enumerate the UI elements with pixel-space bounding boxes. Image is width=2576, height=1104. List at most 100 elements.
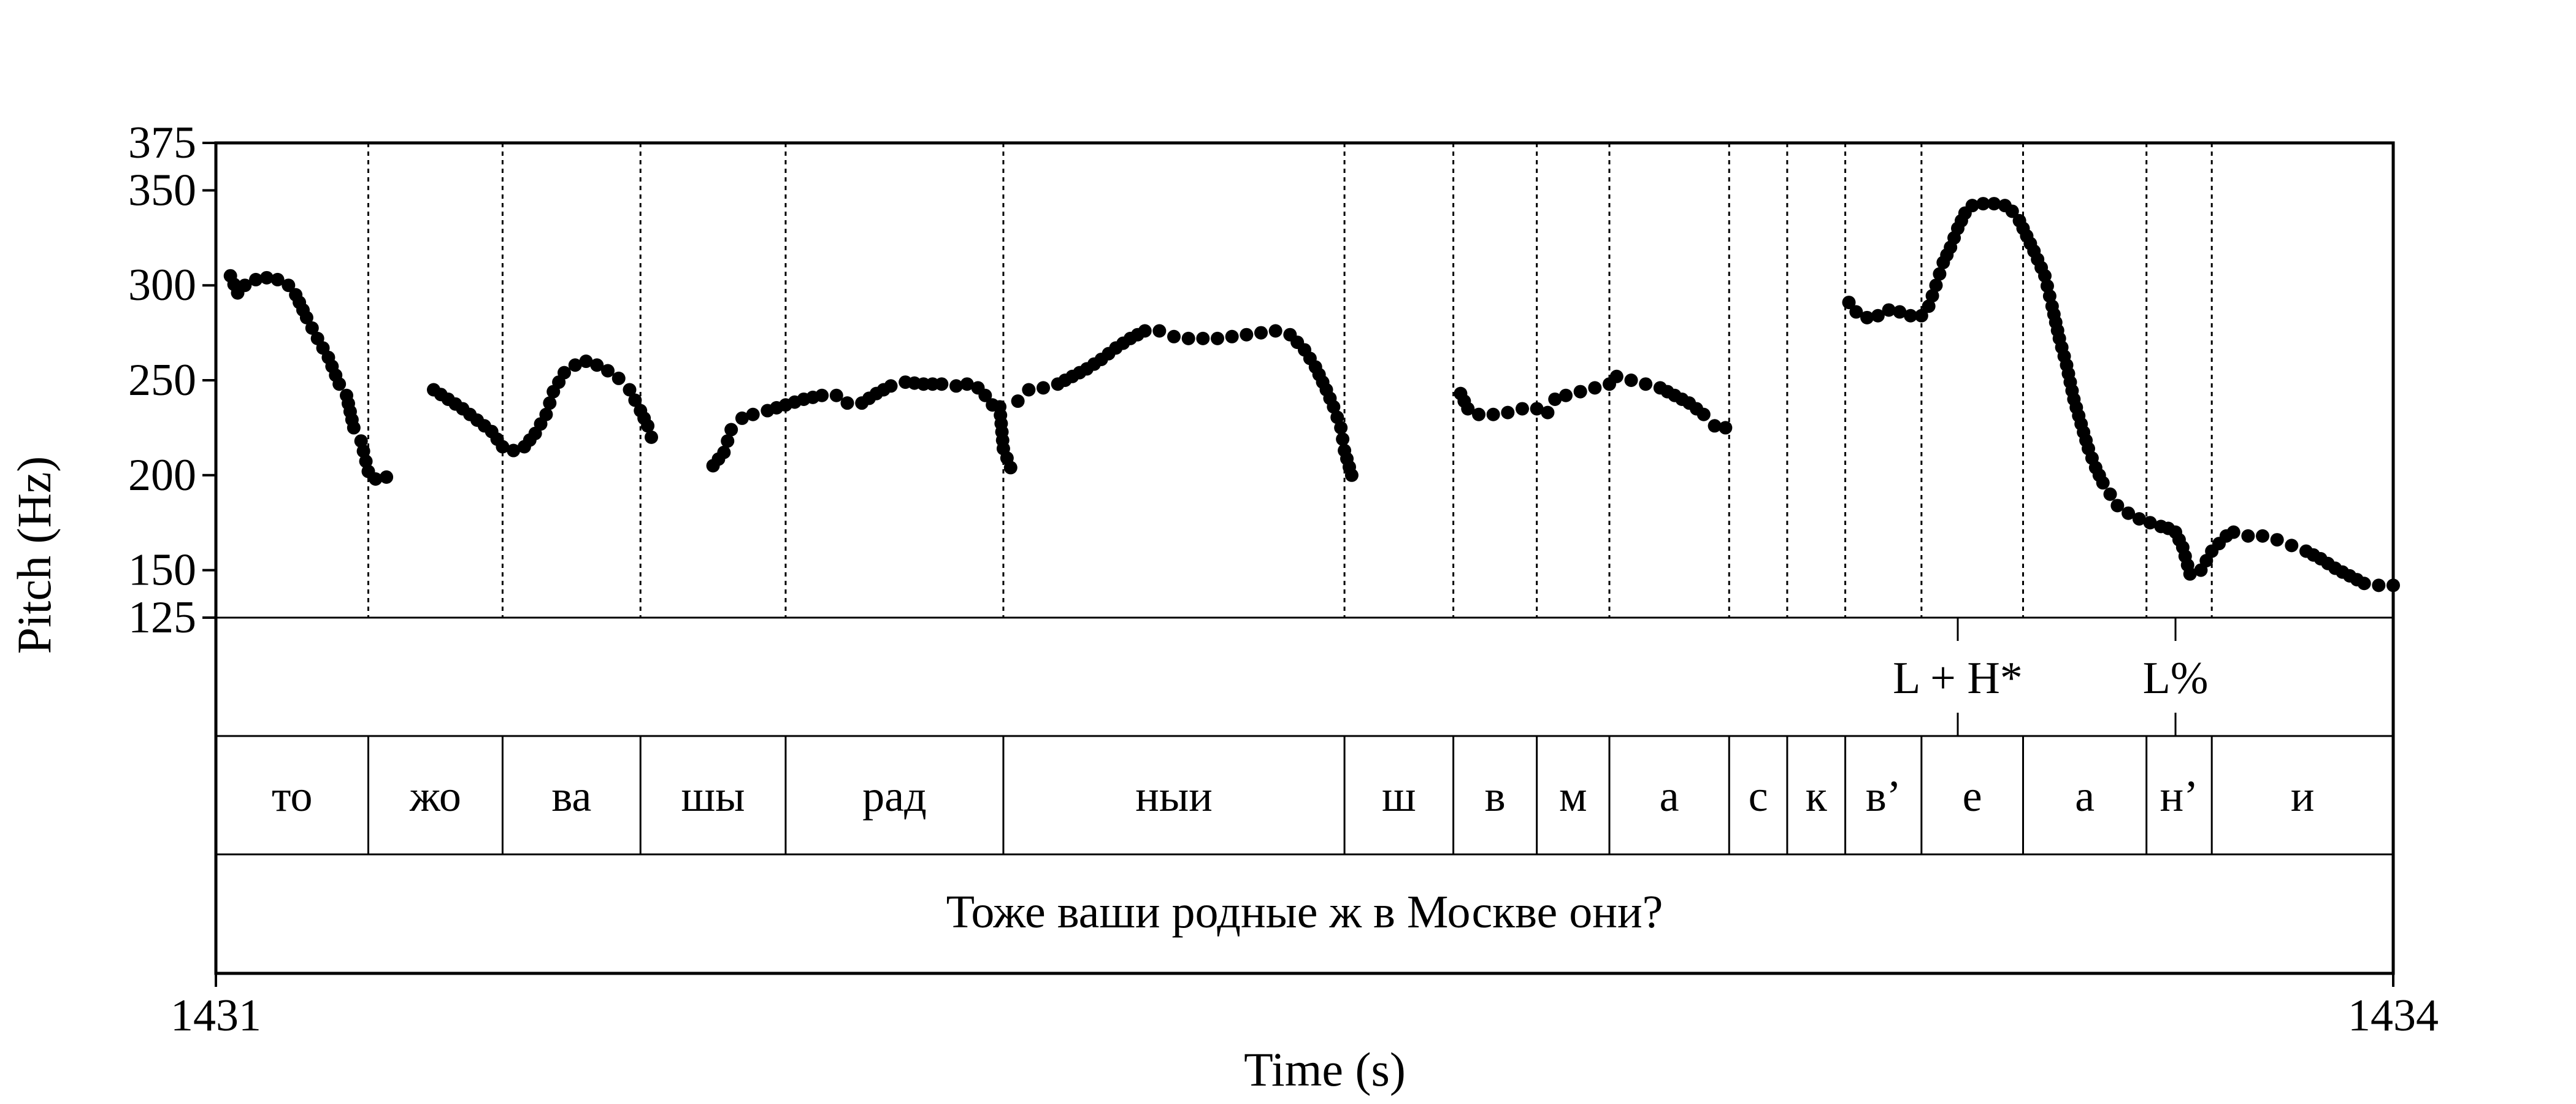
pitch-point [623, 383, 637, 397]
y-tick-label-350: 350 [128, 165, 196, 215]
syllable-label: е [1963, 772, 1982, 821]
axes: Pitch (Hz) Time (s) 1431 1434 Тоже ваши … [7, 118, 2439, 1096]
pitch-point [884, 379, 898, 393]
pitch-point [1987, 197, 2001, 211]
pitch-point [1849, 305, 1863, 319]
pitch-point [1011, 394, 1025, 408]
pitch-point [249, 272, 263, 286]
pitch-point [1268, 324, 1282, 338]
pitch-point [270, 272, 285, 286]
pitch-point [1624, 374, 1638, 387]
pitch-point [1882, 303, 1896, 317]
pitch-point [2256, 529, 2269, 543]
pitch-point [1037, 381, 1050, 395]
pitch-point [746, 407, 760, 421]
pitch-point [347, 421, 361, 435]
pitch-point [590, 358, 604, 372]
pitch-point [1696, 407, 1711, 421]
syllable-label: ш [1382, 772, 1416, 821]
pitch-point [1914, 309, 1928, 323]
pitch-point [1138, 324, 1152, 338]
pitch-point [935, 377, 949, 391]
pitch-point [724, 423, 738, 437]
pitch-point [2357, 577, 2371, 591]
pitch-point [1922, 299, 1936, 313]
x-axis-title: Time (s) [1244, 1043, 1406, 1096]
tier-labels: то жо ва шы рад ныи ш в м а с к в’ е а н’ и L + H* L% [272, 653, 2314, 821]
pitch-point [1152, 324, 1167, 338]
pitch-point [369, 472, 383, 486]
pitch-point [539, 407, 553, 421]
pitch-point [1461, 402, 1475, 416]
pitch-point [299, 310, 313, 324]
pitch-point [1336, 432, 1350, 446]
pitch-point [282, 278, 296, 293]
syllable-label: к [1806, 772, 1828, 821]
pitch-point [2132, 512, 2146, 526]
syllable-label: н’ [2160, 772, 2199, 821]
pitch-point [1501, 405, 1515, 420]
pitch-point [1708, 419, 1722, 433]
pitch-point [2285, 539, 2299, 553]
pitch-point [641, 419, 655, 433]
pitch-point [1639, 377, 1653, 391]
pitch-point [1965, 199, 1979, 213]
pitch-point [1559, 388, 1573, 402]
syllable-label: и [2291, 772, 2315, 821]
pitch-point [2372, 578, 2386, 592]
y-tick-label-150: 150 [128, 545, 196, 596]
pitch-point [1344, 468, 1359, 482]
pitch-point [1933, 267, 1947, 281]
pitch-point [978, 388, 992, 402]
pitch-point [611, 371, 626, 385]
y-axis-title: Pitch (Hz) [7, 456, 61, 654]
plot-frame [214, 141, 2395, 975]
syllable-label: жо [409, 772, 461, 821]
pitch-point [356, 444, 370, 458]
pitch-point [259, 270, 274, 285]
syllable-label: ва [551, 772, 591, 821]
pitch-point [601, 364, 615, 378]
syllable-label: шы [681, 772, 745, 821]
pitch-point [1929, 278, 1943, 293]
syllable-label: а [1660, 772, 1679, 821]
pitch-point [717, 445, 731, 459]
pitch-point [2386, 578, 2400, 592]
tone-label: L + H* [1893, 653, 2023, 703]
pitch-point [1719, 421, 1733, 435]
pitch-point [628, 393, 642, 407]
pitch-point [354, 434, 368, 448]
pitch-point [2110, 499, 2125, 513]
pitch-point [1181, 331, 1195, 345]
pitch-point [2270, 533, 2284, 547]
y-tick-label-300: 300 [128, 260, 196, 310]
pitch-point [721, 434, 735, 448]
pitch-point [1022, 383, 1036, 397]
figure-frame [214, 141, 2395, 975]
pitch-point [840, 396, 854, 410]
pitch-point [1486, 407, 1500, 421]
pitch-point [543, 396, 557, 410]
y-tick-label-250: 250 [128, 355, 196, 405]
pitch-point [1842, 296, 1856, 310]
y-tick-label-375: 375 [128, 118, 196, 168]
pitch-point [1225, 329, 1239, 343]
pitch-point [2143, 516, 2157, 530]
pitch-point [2241, 529, 2255, 543]
pitch-point [1860, 310, 1874, 324]
sentence-text: Тоже ваши родные ж в Москве они? [946, 886, 1663, 938]
pitch-point [1976, 197, 1990, 211]
pitch-point [2040, 279, 2054, 293]
pitch-point [238, 278, 252, 293]
pitch-point [1516, 402, 1529, 416]
pitch-point [380, 470, 394, 484]
pitch-point [2096, 476, 2110, 490]
pitch-point [1240, 328, 1254, 342]
syllable-label: ныи [1135, 772, 1212, 821]
syllable-label: то [272, 772, 313, 821]
pitch-point [1196, 331, 1210, 345]
tone-label: L% [2143, 653, 2209, 703]
pitch-point [1254, 326, 1268, 340]
pitch-point [1893, 305, 1907, 319]
pitch-point [496, 440, 510, 454]
